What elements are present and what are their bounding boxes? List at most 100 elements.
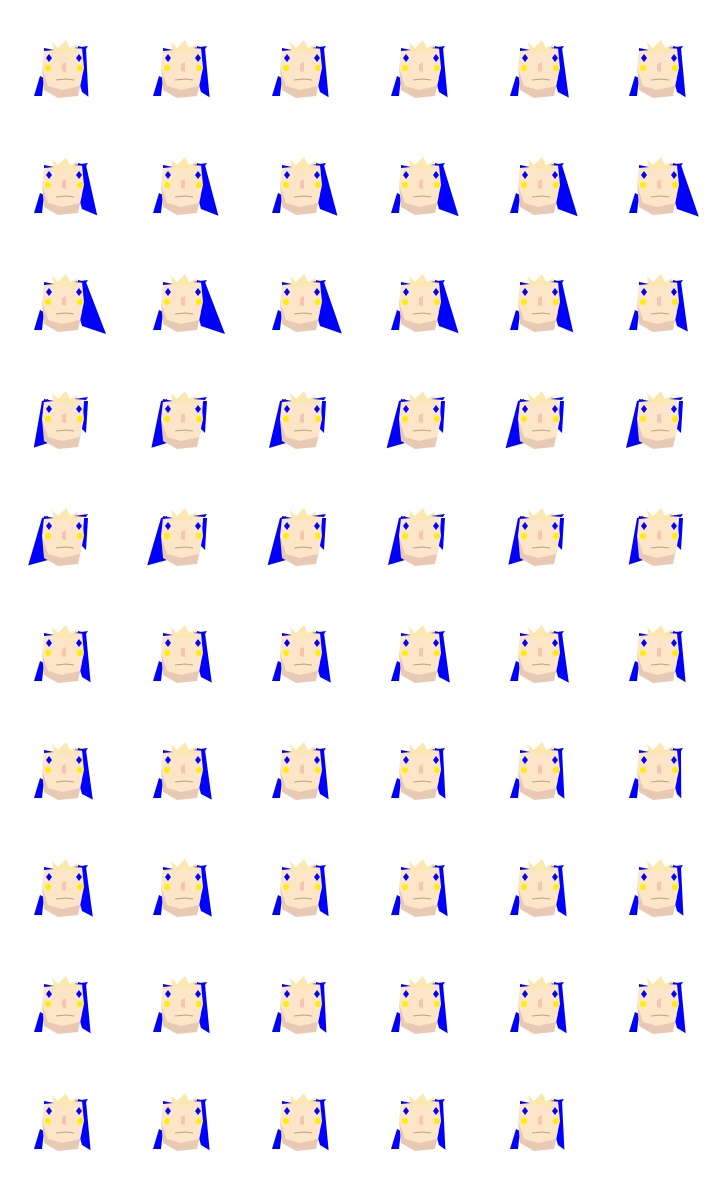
sprite-frame	[28, 506, 108, 586]
eye	[165, 54, 171, 62]
nose	[62, 647, 66, 657]
brow	[193, 865, 207, 868]
brow	[312, 631, 326, 634]
hair-strand	[391, 778, 401, 798]
eye	[671, 756, 677, 764]
face-shadow	[161, 653, 201, 683]
nose	[538, 413, 542, 423]
blush	[521, 1001, 527, 1007]
hair-strand	[34, 1129, 44, 1149]
face-shadow	[42, 536, 82, 566]
blush	[521, 767, 527, 773]
face-shadow	[161, 770, 201, 800]
face-shadow	[280, 770, 320, 800]
face-sprite	[510, 976, 567, 1034]
brow	[401, 399, 411, 402]
brow	[282, 984, 292, 987]
sprite-frame	[623, 857, 703, 937]
eye	[314, 1107, 320, 1115]
face-sprite	[629, 40, 686, 98]
brow	[639, 282, 649, 285]
hair-strand	[82, 401, 88, 433]
mouth	[650, 312, 670, 315]
eye	[671, 54, 677, 62]
sprite-frame	[266, 38, 346, 118]
face-shadow	[161, 185, 201, 215]
hair-strand	[391, 895, 401, 915]
face-sprite	[510, 625, 569, 683]
face-sprite	[272, 625, 331, 683]
eye	[433, 54, 439, 62]
hair-strand	[677, 401, 683, 433]
eye	[284, 405, 290, 413]
eye	[46, 288, 52, 296]
mouth	[412, 1014, 432, 1017]
eye	[552, 873, 558, 881]
face-sprite	[153, 40, 210, 98]
blush	[283, 416, 289, 422]
face-sprite	[147, 508, 207, 566]
hair-highlight	[647, 859, 673, 871]
nose	[181, 647, 185, 657]
eye	[641, 288, 647, 296]
brow	[669, 46, 683, 49]
eye	[76, 1107, 82, 1115]
face-shadow	[518, 185, 558, 215]
sprite-frame	[385, 506, 465, 586]
eye	[641, 171, 647, 179]
blush	[402, 767, 408, 773]
brow	[550, 280, 564, 283]
brow	[74, 1099, 88, 1102]
eye	[284, 873, 290, 881]
face-shadow	[42, 770, 82, 800]
brow	[74, 982, 88, 985]
blush	[434, 1001, 440, 1007]
hair-strand	[78, 280, 106, 334]
eye	[284, 522, 290, 530]
eye	[46, 873, 52, 881]
sprite-frame	[504, 1091, 584, 1171]
sprite-frame	[28, 272, 108, 352]
eye	[433, 873, 439, 881]
nose	[181, 530, 185, 540]
sprite-frame	[623, 38, 703, 118]
blush	[553, 1001, 559, 1007]
brow	[282, 633, 292, 636]
eye	[46, 756, 52, 764]
blush	[164, 884, 170, 890]
hair-highlight	[528, 274, 554, 286]
nose	[657, 530, 661, 540]
eye	[284, 639, 290, 647]
hair-highlight	[647, 508, 673, 520]
sprite-frame	[147, 506, 227, 586]
brow	[669, 982, 683, 985]
blush	[164, 1001, 170, 1007]
brow	[44, 633, 54, 636]
eye	[522, 405, 528, 413]
sprite-frame	[28, 623, 108, 703]
sprite-frame	[266, 272, 346, 352]
brow	[282, 399, 292, 402]
blush	[196, 533, 202, 539]
face-sprite	[272, 157, 338, 216]
hair-highlight	[171, 625, 197, 637]
hair-highlight	[290, 40, 316, 52]
nose	[419, 179, 423, 189]
mouth	[55, 546, 75, 549]
blush	[77, 416, 83, 422]
mouth	[531, 78, 551, 81]
mouth	[174, 312, 194, 315]
hair-highlight	[290, 976, 316, 988]
nose	[419, 881, 423, 891]
eye	[76, 639, 82, 647]
blush	[196, 416, 202, 422]
nose	[419, 998, 423, 1008]
eye	[641, 990, 647, 998]
nose	[657, 179, 661, 189]
brow	[163, 516, 173, 519]
mouth	[293, 429, 313, 432]
hair-strand	[272, 193, 282, 213]
eye	[671, 873, 677, 881]
face-sprite	[391, 625, 450, 683]
eye	[522, 756, 528, 764]
